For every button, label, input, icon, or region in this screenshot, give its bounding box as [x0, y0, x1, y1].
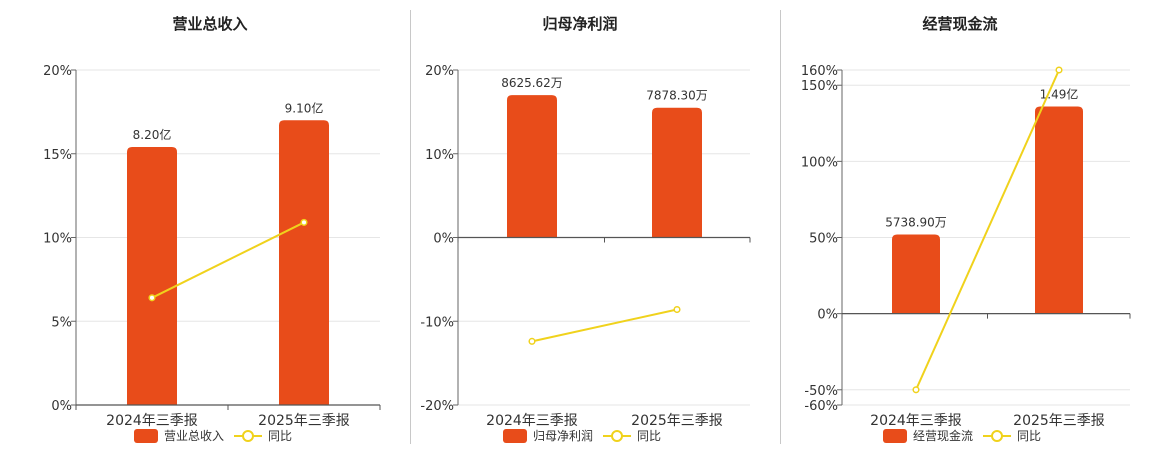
y-tick-label: 160% — [801, 64, 838, 79]
bar-value-label: 7878.30万 — [646, 89, 708, 103]
chart-title: 营业总收入 — [172, 15, 247, 33]
net-profit-chart-panel: 归母净利润 -20% -10% 0% 10% 20% 8625.62万 7878.30万 202… — [400, 0, 780, 450]
y-tick-label: -60% — [804, 399, 838, 414]
y-tick-label: 20% — [43, 64, 72, 79]
bar-1 — [507, 95, 557, 238]
bar-2 — [279, 120, 329, 405]
y-tick-label: 100% — [801, 155, 838, 170]
y-tick-label: -50% — [804, 384, 838, 399]
bar-1 — [127, 147, 177, 406]
yoy-point — [300, 218, 308, 226]
chart-title: 归母净利润 — [542, 15, 617, 33]
y-tick-label: 0% — [817, 308, 838, 323]
legend-line-marker — [611, 430, 623, 442]
x-tick-label: 2025年三季报 — [631, 413, 723, 429]
legend-bar-label: 营业总收入 — [164, 429, 224, 443]
revenue-chart-panel: 营业总收入 0% 5% 10% 15% 20% 8.20亿 9.10亿 2024年三季报 2025… — [0, 0, 400, 450]
bar-2 — [652, 107, 702, 238]
x-tick-label: 2024年三季报 — [870, 413, 962, 429]
y-tick-label: -10% — [420, 315, 454, 330]
cash-flow-chart-panel: 经营现金流 -60% -50% 0% 50% 100% 150% 160% 5738.90万 1.… — [780, 0, 1160, 450]
y-tick-label: 0% — [433, 232, 454, 247]
yoy-line — [531, 308, 678, 343]
yoy-point — [1055, 66, 1063, 74]
y-tick-label: 50% — [809, 232, 838, 247]
y-tick-label: 5% — [51, 315, 72, 330]
legend-bar-swatch — [134, 429, 158, 443]
y-tick-label: -20% — [420, 399, 454, 414]
bar-value-label: 8625.62万 — [501, 76, 563, 90]
y-tick-label: 15% — [43, 148, 72, 163]
chart-svg: 归母净利润 -20% -10% 0% 10% 20% 8625.62万 7878.30万 202… — [420, 15, 751, 443]
yoy-point — [148, 294, 156, 302]
bar-value-label: 8.20亿 — [133, 127, 172, 142]
yoy-line — [151, 221, 305, 299]
bar-value-label: 5738.90万 — [885, 215, 947, 229]
y-tick-label: 20% — [425, 64, 454, 79]
panel-divider — [410, 10, 411, 444]
yoy-line — [915, 69, 1060, 391]
y-tick-label: 0% — [51, 399, 72, 414]
legend-bar-label: 归母净利润 — [533, 429, 593, 443]
bar-2 — [1035, 106, 1083, 314]
chart-svg: 经营现金流-60%-50%0%50%100%150%160%5738.90万1.… — [801, 15, 1131, 443]
legend-line-label: 同比 — [1017, 429, 1041, 443]
y-tick-label: 150% — [801, 79, 838, 94]
chart-title: 经营现金流 — [922, 15, 997, 33]
legend-bar-label: 经营现金流 — [913, 428, 973, 443]
bar-1 — [892, 234, 940, 314]
x-tick-label: 2024年三季报 — [486, 413, 578, 429]
legend-line-label: 同比 — [637, 429, 661, 443]
yoy-point — [673, 305, 681, 314]
x-tick-label: 2025年三季报 — [258, 413, 350, 429]
legend-bar-swatch — [503, 429, 527, 443]
chart-svg: 营业总收入 0% 5% 10% 15% 20% 8.20亿 9.10亿 2024年三季报 2025… — [43, 15, 381, 443]
yoy-point — [912, 386, 920, 394]
y-tick-label: 10% — [425, 148, 454, 163]
yoy-point — [528, 337, 536, 345]
legend-line-marker — [991, 430, 1003, 442]
legend-line-label: 同比 — [268, 429, 292, 443]
bar-value-label: 9.10亿 — [285, 100, 324, 115]
legend-bar-swatch — [883, 429, 907, 443]
panel-divider — [780, 10, 781, 444]
legend-line-marker — [242, 430, 254, 442]
y-tick-label: 10% — [43, 232, 72, 247]
x-tick-label: 2025年三季报 — [1013, 413, 1105, 429]
x-tick-label: 2024年三季报 — [106, 413, 198, 429]
